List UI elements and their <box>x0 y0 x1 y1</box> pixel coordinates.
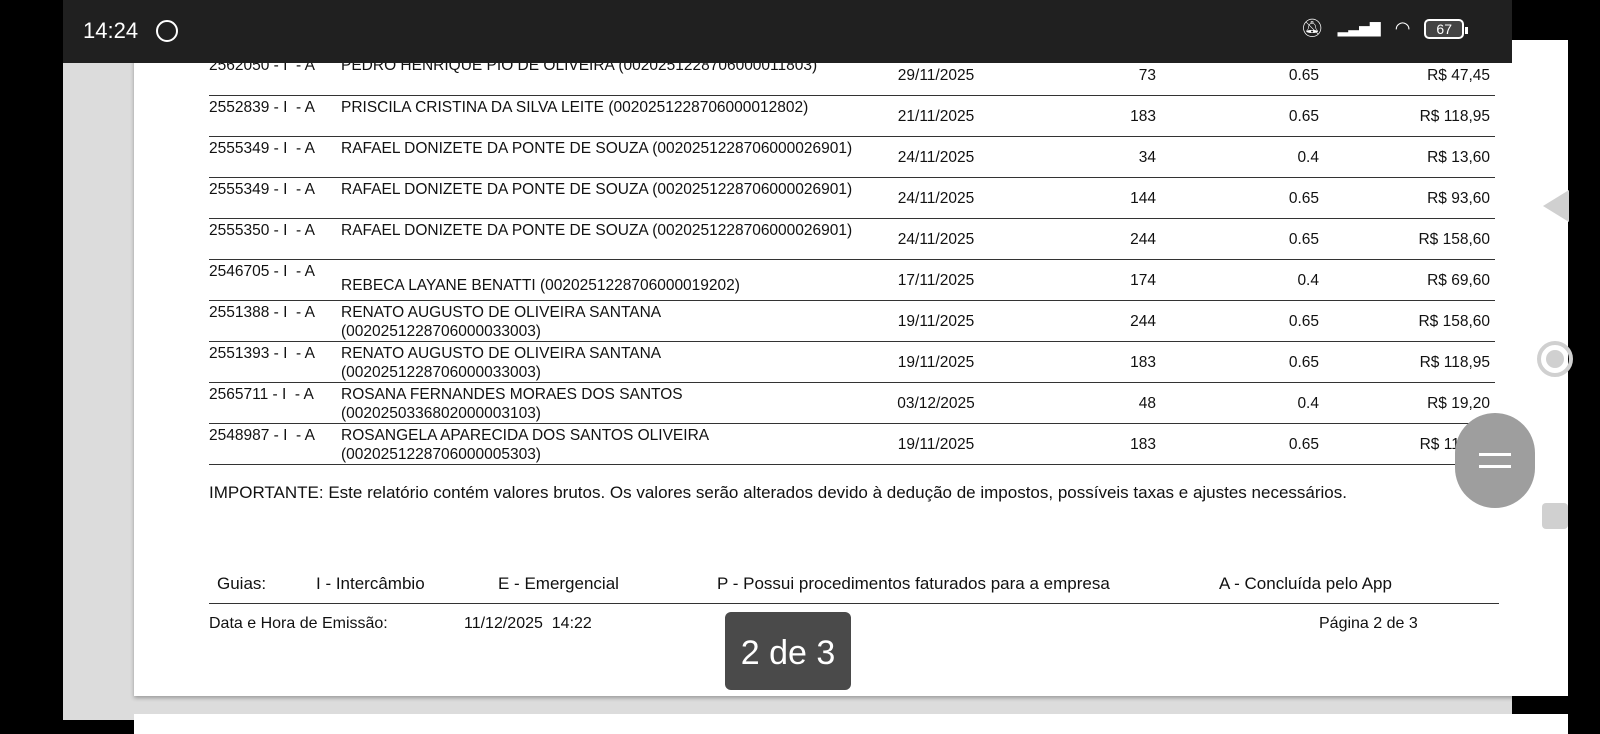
legend-title: Guias: <box>217 574 267 593</box>
table-row: 2555350 - I - A RAFAEL DONIZETE DA PONTE … <box>209 218 1495 260</box>
guide-code-cell: 2555349 - I - A <box>209 136 341 178</box>
signal-icon: ▂▃▅▇ <box>1337 20 1381 36</box>
beneficiary-cell: RENATO AUGUSTO DE OLIVEIRA SANTANA (0020… <box>341 341 861 383</box>
factor-cell: 0.65 <box>1156 177 1319 219</box>
bell-muted-icon: 🔕︎ <box>1300 18 1324 38</box>
guide-code-cell: 2551393 - I - A <box>209 341 341 383</box>
report-table: 2562050 - I - A PEDRO HENRIQUE PIO DE OLI… <box>209 54 1495 465</box>
table-row: 2555349 - I - A RAFAEL DONIZETE DA PONTE … <box>209 177 1495 219</box>
quantity-cell: 34 <box>1011 136 1156 178</box>
guide-code-cell: 2555349 - I - A <box>209 177 341 219</box>
wifi-icon: ◠ <box>1394 18 1411 38</box>
pdf-page: 2562050 - I - A PEDRO HENRIQUE PIO DE OLI… <box>134 40 1568 696</box>
beneficiary-cell: RENATO AUGUSTO DE OLIVEIRA SANTANA (0020… <box>341 300 861 342</box>
value-cell: R$ 158,60 <box>1319 218 1495 260</box>
page-number: Página 2 de 3 <box>1319 615 1418 632</box>
table-row: 2555349 - I - A RAFAEL DONIZETE DA PONTE … <box>209 136 1495 178</box>
table-row: 2551388 - I - A RENATO AUGUSTO DE OLIVEIR… <box>209 300 1495 342</box>
value-cell: R$ 19,20 <box>1319 382 1495 424</box>
table-row: 2546705 - I - A REBECA LAYANE BENATTI (00… <box>209 259 1495 301</box>
guide-code-cell: 2555350 - I - A <box>209 218 341 260</box>
quantity-cell: 174 <box>1011 259 1156 301</box>
quantity-cell: 244 <box>1011 300 1156 342</box>
beneficiary-cell: PRISCILA CRISTINA DA SILVA LEITE (002025… <box>341 95 861 137</box>
date-cell: 03/12/2025 <box>861 382 1011 424</box>
value-cell: R$ 69,60 <box>1319 259 1495 301</box>
guide-code-cell: 2548987 - I - A <box>209 423 341 465</box>
important-note: IMPORTANTE: Este relatório contém valore… <box>209 483 1347 502</box>
guide-code-cell: 2565711 - I - A <box>209 382 341 424</box>
date-cell: 19/11/2025 <box>861 423 1011 465</box>
status-bar: 14:24 🔕︎ ▂▃▅▇ ◠ 67 <box>63 0 1512 63</box>
guide-code-cell: 2546705 - I - A <box>209 259 341 301</box>
home-button[interactable] <box>1537 341 1573 377</box>
back-button[interactable] <box>1543 190 1569 222</box>
legend-i: I - Intercâmbio <box>316 574 425 593</box>
legend-e: E - Emergencial <box>498 574 619 593</box>
battery-icon: 67 <box>1424 18 1468 39</box>
date-cell: 24/11/2025 <box>861 136 1011 178</box>
legend-p: P - Possui procedimentos faturados para … <box>717 574 1110 593</box>
quantity-cell: 183 <box>1011 95 1156 137</box>
table-row: 2552839 - I - A PRISCILA CRISTINA DA SILV… <box>209 95 1495 137</box>
legend-a: A - Concluída pelo App <box>1219 574 1392 593</box>
date-cell: 17/11/2025 <box>861 259 1011 301</box>
beneficiary-cell: RAFAEL DONIZETE DA PONTE DE SOUZA (00202… <box>341 177 861 219</box>
guide-code-cell: 2552839 - I - A <box>209 95 341 137</box>
clock: 14:24 <box>83 18 139 43</box>
quantity-cell: 144 <box>1011 177 1156 219</box>
beneficiary-cell: ROSANGELA APARECIDA DOS SANTOS OLIVEIRA … <box>341 423 861 465</box>
value-cell: R$ 93,60 <box>1319 177 1495 219</box>
date-cell: 24/11/2025 <box>861 177 1011 219</box>
recents-button[interactable] <box>1542 503 1568 529</box>
scroll-handle[interactable] <box>1455 413 1535 508</box>
factor-cell: 0.65 <box>1156 300 1319 342</box>
pdf-viewer[interactable]: 2562050 - I - A PEDRO HENRIQUE PIO DE OLI… <box>63 0 1568 734</box>
date-cell: 21/11/2025 <box>861 95 1011 137</box>
whatsapp-icon <box>156 20 178 42</box>
factor-cell: 0.65 <box>1156 341 1319 383</box>
date-cell: 19/11/2025 <box>861 341 1011 383</box>
factor-cell: 0.4 <box>1156 259 1319 301</box>
table-row: 2551393 - I - A RENATO AUGUSTO DE OLIVEIR… <box>209 341 1495 383</box>
quantity-cell: 244 <box>1011 218 1156 260</box>
beneficiary-cell: RAFAEL DONIZETE DA PONTE DE SOUZA (00202… <box>341 136 861 178</box>
table-row: 2565711 - I - A ROSANA FERNANDES MORAES D… <box>209 382 1495 424</box>
value-cell: R$ 118,95 <box>1319 341 1495 383</box>
quantity-cell: 183 <box>1011 341 1156 383</box>
value-cell: R$ 118,95 <box>1319 95 1495 137</box>
quantity-cell: 48 <box>1011 382 1156 424</box>
guide-code-cell: 2551388 - I - A <box>209 300 341 342</box>
emission-label: Data e Hora de Emissão: <box>209 615 388 632</box>
date-cell: 19/11/2025 <box>861 300 1011 342</box>
beneficiary-cell: REBECA LAYANE BENATTI (00202512287060000… <box>341 259 861 301</box>
factor-cell: 0.65 <box>1156 423 1319 465</box>
page-indicator: 2 de 3 <box>725 612 851 690</box>
value-cell: R$ 13,60 <box>1319 136 1495 178</box>
emission-datetime: 11/12/2025 14:22 <box>464 615 592 632</box>
factor-cell: 0.4 <box>1156 136 1319 178</box>
table-row: 2548987 - I - A ROSANGELA APARECIDA DOS S… <box>209 423 1495 465</box>
legend: Guias: I - Intercâmbio E - Emergencial P… <box>209 572 1499 604</box>
factor-cell: 0.65 <box>1156 95 1319 137</box>
next-page <box>134 714 1568 734</box>
factor-cell: 0.4 <box>1156 382 1319 424</box>
beneficiary-cell: ROSANA FERNANDES MORAES DOS SANTOS (0020… <box>341 382 861 424</box>
date-cell: 24/11/2025 <box>861 218 1011 260</box>
factor-cell: 0.65 <box>1156 218 1319 260</box>
beneficiary-cell: RAFAEL DONIZETE DA PONTE DE SOUZA (00202… <box>341 218 861 260</box>
value-cell: R$ 158,60 <box>1319 300 1495 342</box>
quantity-cell: 183 <box>1011 423 1156 465</box>
